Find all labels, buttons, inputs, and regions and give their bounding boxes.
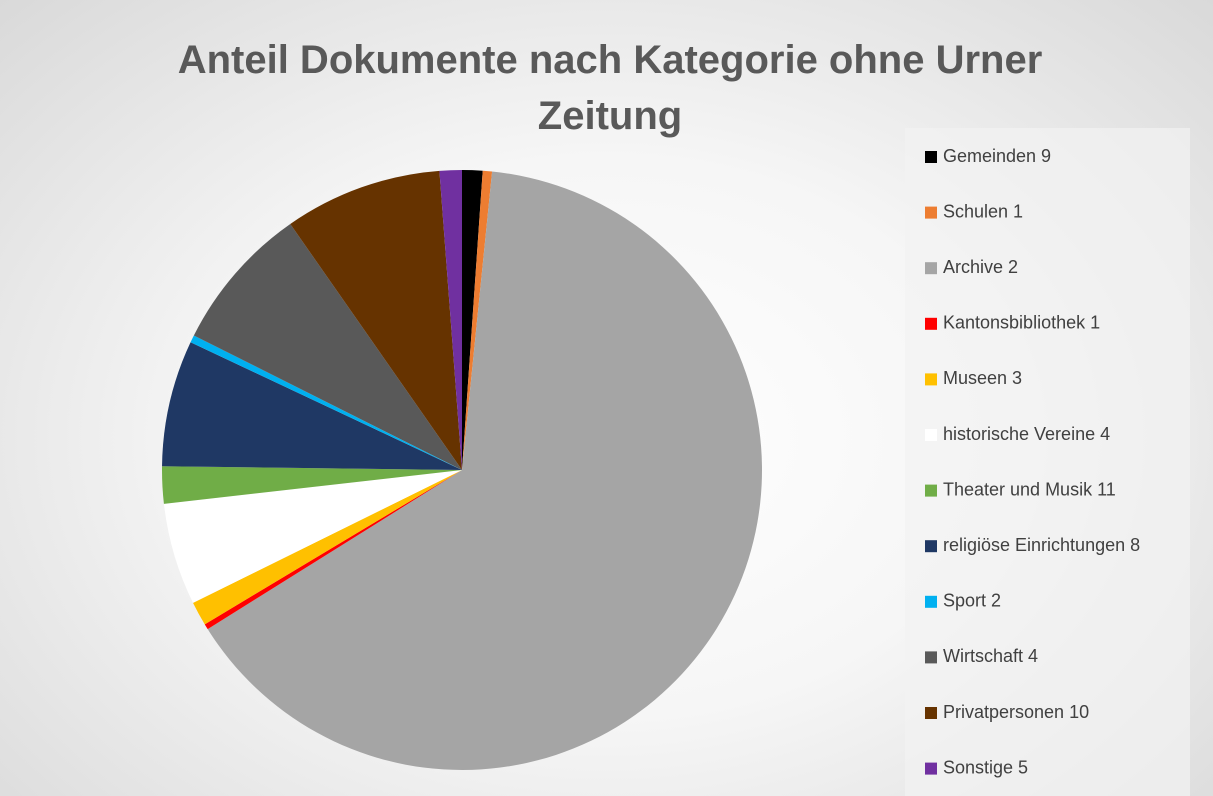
legend-label: religiöse Einrichtungen 8 <box>943 535 1140 555</box>
pie-slice <box>204 470 462 630</box>
pie-slice <box>193 470 462 625</box>
legend-label: Sonstige 5 <box>943 757 1028 777</box>
legend-label: Gemeinden 9 <box>943 146 1051 166</box>
legend-label: Kantonsbibliothek 1 <box>943 313 1100 333</box>
pie-slice <box>163 470 462 603</box>
legend-swatch <box>925 595 937 608</box>
chart-title: Anteil Dokumente nach Kategorie ohne Urn… <box>177 38 1043 138</box>
legend-swatch <box>925 762 937 775</box>
legend-swatch <box>925 484 937 497</box>
legend-label: historische Vereine 4 <box>943 424 1110 444</box>
pie-slice <box>439 170 462 470</box>
legend-swatch <box>925 429 937 441</box>
pie-slice <box>190 335 462 470</box>
pie-slice <box>462 170 493 470</box>
pie-slice <box>193 224 462 470</box>
legend-swatch <box>925 540 937 553</box>
legend-label: Sport 2 <box>943 591 1001 611</box>
legend-swatch <box>925 651 937 664</box>
legend-label: Theater und Musik 11 <box>943 479 1116 499</box>
legend-swatch <box>925 373 937 386</box>
legend-swatch <box>925 206 937 219</box>
legend-swatch <box>925 317 937 330</box>
pie-slice <box>162 466 462 504</box>
pie-slice <box>162 342 462 470</box>
pie-slice <box>462 170 483 470</box>
pie-slice <box>290 170 462 470</box>
legend-box <box>905 128 1190 796</box>
pie-slice <box>207 171 762 770</box>
legend-swatch <box>925 707 937 719</box>
legend-swatch <box>925 262 937 275</box>
legend-label: Privatpersonen 10 <box>943 702 1089 722</box>
legend-label: Schulen 1 <box>943 201 1023 221</box>
legend-label: Wirtschaft 4 <box>943 646 1038 666</box>
legend-label: Museen 3 <box>943 368 1022 388</box>
legend-swatch <box>925 151 937 163</box>
legend-label: Archive 2 <box>943 257 1018 277</box>
